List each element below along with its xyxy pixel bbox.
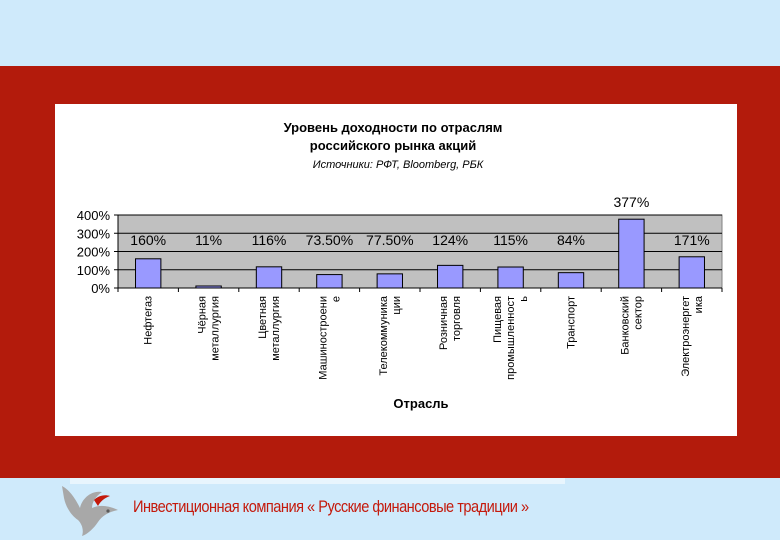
dove-logo-icon [62,486,118,536]
x-tick-label-line: сектор [632,296,644,330]
x-tick-label-line: ика [693,295,705,313]
bar [255,266,283,289]
x-tick-label-line: металлургия [210,296,222,361]
x-tick-label: Электроэнергет ика [680,295,705,377]
x-tick-label-line: Машиностроени [317,296,329,380]
x-tick-label-line: ь [518,296,530,302]
y-tick-label: 0% [91,281,110,296]
bar [437,264,464,289]
chart-source: Источники: РФТ, Bloomberg, РБК [313,159,484,171]
x-tick-label: Нефтегаз [143,296,155,345]
bar [497,266,524,289]
x-tick-label-line: промышленност [505,296,517,380]
x-tick-label-line: е [330,296,342,302]
x-tick-label-line: Нефтегаз [143,296,155,345]
bar [376,273,403,289]
bar [316,274,343,289]
data-labels: 160% 11% 116% 73.50% 77.50% 124% 115% 84% 377% 17… [130,194,709,248]
x-tick-label-line: Банковский [619,296,631,355]
data-label: 11% [195,232,222,248]
x-tick-label: Чёрная металлургия [197,296,222,361]
x-tick-label-line: Пищевая [492,296,504,343]
x-tick-label-line: ции [391,296,403,315]
y-tick-label: 200% [77,245,111,260]
x-tick-label-line: торговля [451,296,463,341]
data-label: 77.50% [366,232,413,248]
bar [618,218,645,289]
x-tick-label: Транспорт [566,296,578,349]
y-tick-label: 400% [77,208,111,223]
data-label: 115% [493,232,528,248]
data-label: 73.50% [306,232,353,248]
x-tick-label-line: металлургия [270,296,282,361]
top-band [0,0,780,66]
x-tick-label: Пищевая промышленност ь [492,296,530,380]
y-tick-label: 300% [77,226,111,241]
x-axis: Нефтегаз Чёрная металлургия Цветная металлур… [117,287,723,380]
x-tick-label-line: Транспорт [566,296,578,349]
y-tick-label: 100% [77,263,111,278]
x-tick-label-line: Электроэнергет [680,296,692,377]
x-axis-title: Отрасль [393,396,448,411]
footer-strip [70,478,565,484]
x-tick-label-line: Телекоммуника [378,295,390,375]
chart-title-line1: Уровень доходности по отраслям [284,120,503,135]
footer [0,478,780,540]
x-tick-label: Банковский сектор [619,296,644,355]
bar [557,272,585,289]
x-tick-label-line: Чёрная [197,296,209,334]
x-tick-label-line: Цветная [257,296,269,339]
y-axis: 400% 300% 200% 100% 0% [77,208,119,296]
footer-company-name: Инвестиционная компания « Русские финанс… [133,497,529,516]
data-label: 116% [252,232,287,248]
x-tick-label: Цветная металлургия [257,296,282,361]
x-tick-label: Розничная торговля [438,296,463,350]
data-label: 124% [432,232,468,248]
x-tick-label: Телекоммуника ции [378,295,403,375]
data-label: 84% [557,232,585,248]
bar [678,256,705,289]
chart-title-line2: российского рынка акций [310,138,476,153]
x-tick-label: Машиностроени е [317,296,342,380]
x-tick-label-line: Розничная [438,296,450,350]
data-label: 171% [674,232,710,248]
data-label: 160% [130,232,166,248]
bar [135,258,162,289]
data-label: 377% [613,194,649,210]
bars [135,218,705,289]
